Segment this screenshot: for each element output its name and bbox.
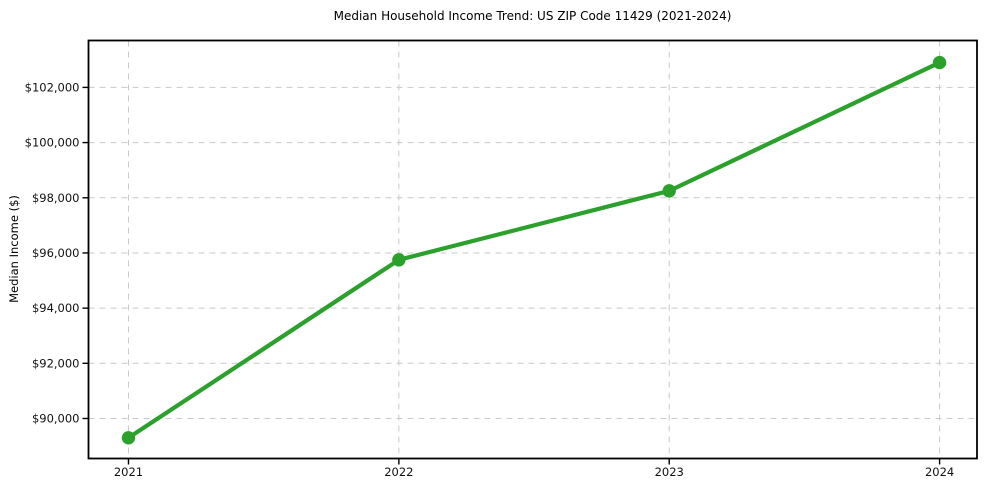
x-tick-label: 2021 xyxy=(114,465,143,479)
x-tick-label: 2024 xyxy=(925,465,954,479)
y-tick-label: $100,000 xyxy=(25,136,80,150)
data-point-2024 xyxy=(932,55,947,70)
plot-border xyxy=(87,39,978,460)
data-point-2021 xyxy=(121,431,136,445)
x-tick-label: 2022 xyxy=(384,465,413,479)
data-point-2023 xyxy=(662,184,676,198)
trend-line xyxy=(126,60,942,440)
chart-title: Median Household Income Trend: US ZIP Co… xyxy=(333,9,732,23)
y-tick-label: $96,000 xyxy=(32,246,80,260)
data-point-2022 xyxy=(392,253,406,267)
y-tick-label: $90,000 xyxy=(32,411,80,425)
y-tick-label: $94,000 xyxy=(32,301,80,315)
y-tick-label: $92,000 xyxy=(32,356,80,370)
y-tick-label: $102,000 xyxy=(25,80,80,94)
x-tick-label: 2023 xyxy=(655,465,684,479)
y-tick-label: $98,000 xyxy=(32,191,80,205)
